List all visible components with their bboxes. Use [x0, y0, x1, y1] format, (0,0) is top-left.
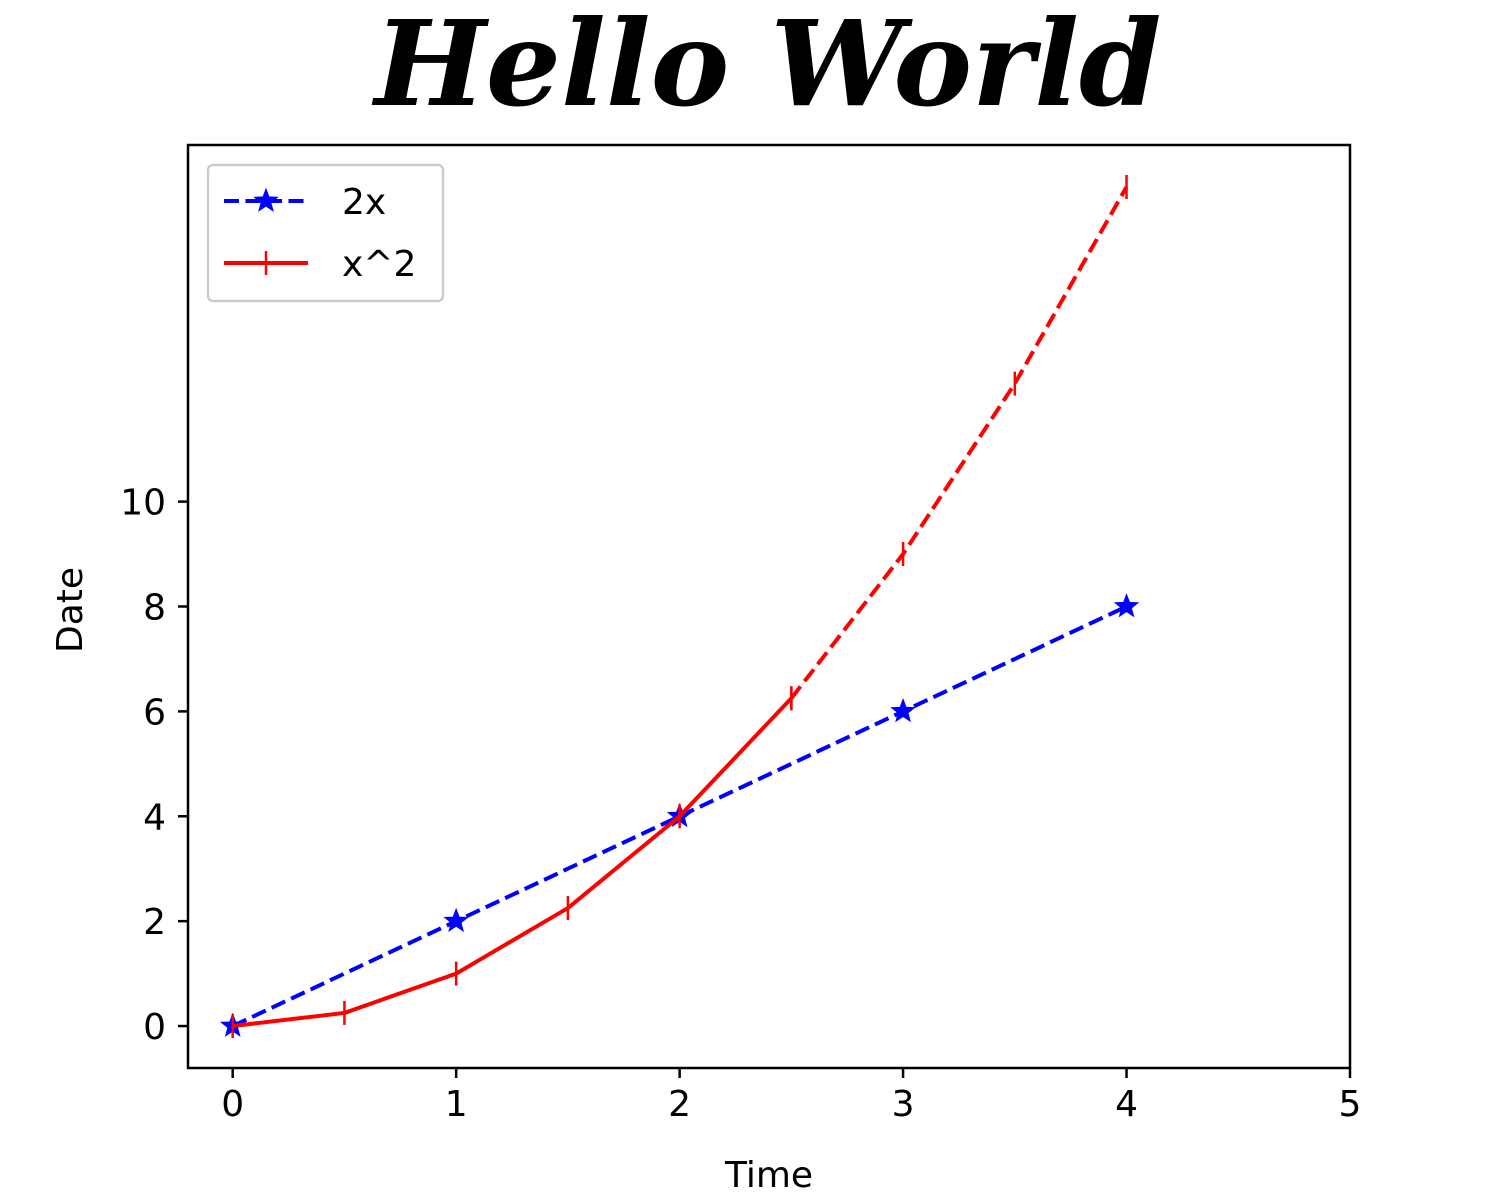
x-tick-label: 0 [221, 1084, 244, 1125]
legend-label-0: 2x [342, 182, 386, 223]
series-line-1 [232, 696, 793, 1029]
x-tick-label: 4 [1115, 1084, 1138, 1125]
series-0-point-1 [443, 907, 469, 933]
y-tick-label: 6 [143, 692, 166, 733]
plot-area [219, 174, 1140, 1039]
y-tick-label: 0 [143, 1007, 166, 1048]
y-tick-label: 10 [120, 483, 166, 524]
y-tick-label: 8 [143, 588, 166, 629]
legend-marker-0 [253, 187, 279, 212]
x-axis-label: Time [724, 1155, 813, 1196]
series-0-point-4 [1113, 593, 1140, 618]
legend: 2x x^2 [206, 163, 445, 303]
y-tick-label: 2 [143, 902, 166, 943]
x-tick-label: 1 [445, 1084, 468, 1125]
x-tick-label: 2 [668, 1084, 691, 1125]
series-0-point-3 [890, 697, 916, 723]
series-line-2 [789, 185, 1129, 700]
chart-title: Hello World [371, 0, 1161, 133]
x-tick-label: 3 [892, 1084, 915, 1125]
y-axis-label: Date [50, 567, 91, 653]
series-line-0 [231, 604, 1128, 1028]
x-tick-label: 5 [1339, 1084, 1362, 1125]
axis-ticks: 0 1 2 3 4 5 0 2 4 6 8 10 [120, 483, 1361, 1125]
legend-label-1: x^2 [342, 244, 416, 285]
y-tick-label: 4 [143, 797, 166, 838]
